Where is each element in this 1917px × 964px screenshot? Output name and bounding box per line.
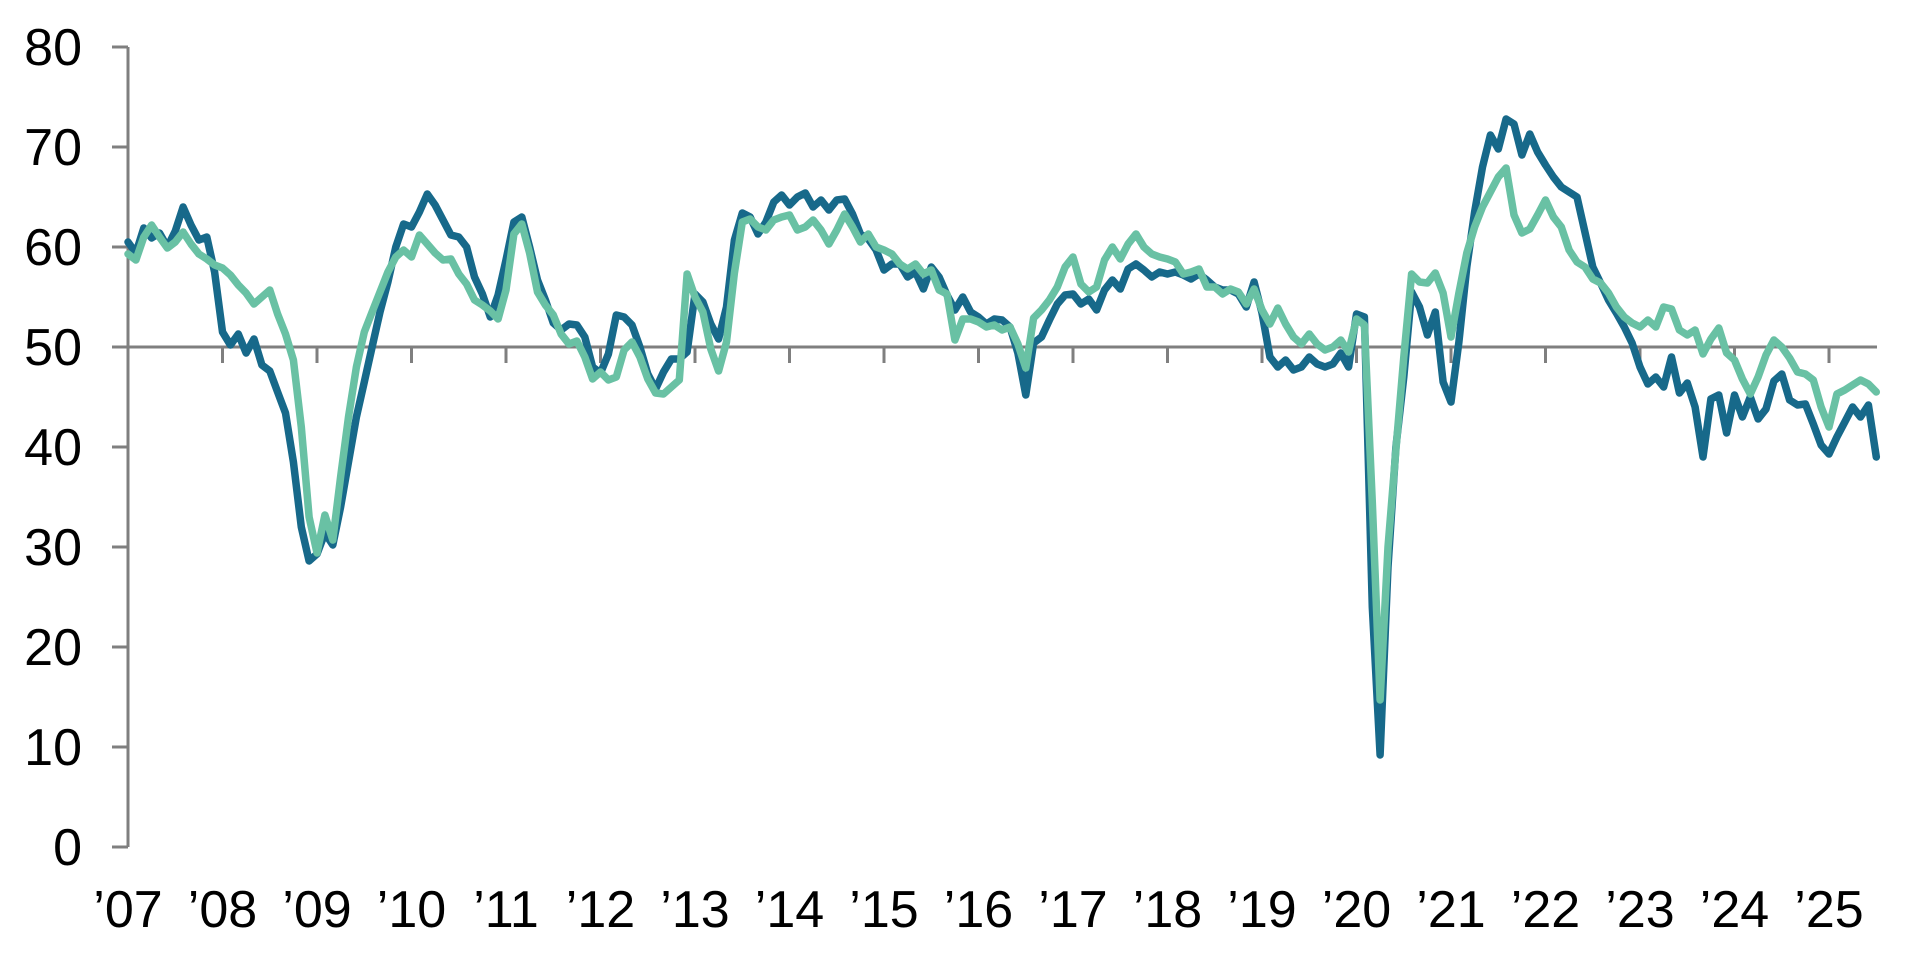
x-axis-label: ’17 (1038, 881, 1107, 939)
x-axis-label: ’18 (1133, 881, 1202, 939)
x-axis-label: ’19 (1227, 881, 1296, 939)
x-axis-label: ’11 (473, 881, 539, 939)
x-axis-label: ’24 (1700, 881, 1769, 939)
x-axis-label: ’23 (1605, 881, 1674, 939)
y-axis-label: 70 (24, 119, 82, 177)
y-axis-label: 30 (24, 519, 82, 577)
x-axis-label: ’16 (944, 881, 1013, 939)
x-axis-label: ’07 (93, 881, 162, 939)
x-axis-label: ’15 (849, 881, 918, 939)
x-axis-label: ’13 (660, 881, 729, 939)
y-axis-label: 50 (24, 319, 82, 377)
y-axis-label: 80 (24, 19, 82, 77)
x-axis-label: ’14 (755, 881, 824, 939)
y-axis-label: 20 (24, 619, 82, 677)
y-axis-label: 40 (24, 419, 82, 477)
x-axis-label: ’12 (566, 881, 635, 939)
x-axis-label: ’08 (188, 881, 257, 939)
x-axis-label: ’20 (1322, 881, 1391, 939)
x-axis-label: ’21 (1416, 881, 1485, 939)
x-axis-label: ’10 (377, 881, 446, 939)
y-axis-label: 0 (53, 819, 82, 877)
x-axis-label: ’22 (1511, 881, 1580, 939)
y-axis-label: 60 (24, 219, 82, 277)
dark-teal-series-line (124, 115, 1881, 759)
seafoam-green-series-line (124, 164, 1881, 704)
y-axis-label: 10 (24, 719, 82, 777)
x-axis-label: ’09 (282, 881, 351, 939)
x-axis-label: ’25 (1794, 881, 1863, 939)
